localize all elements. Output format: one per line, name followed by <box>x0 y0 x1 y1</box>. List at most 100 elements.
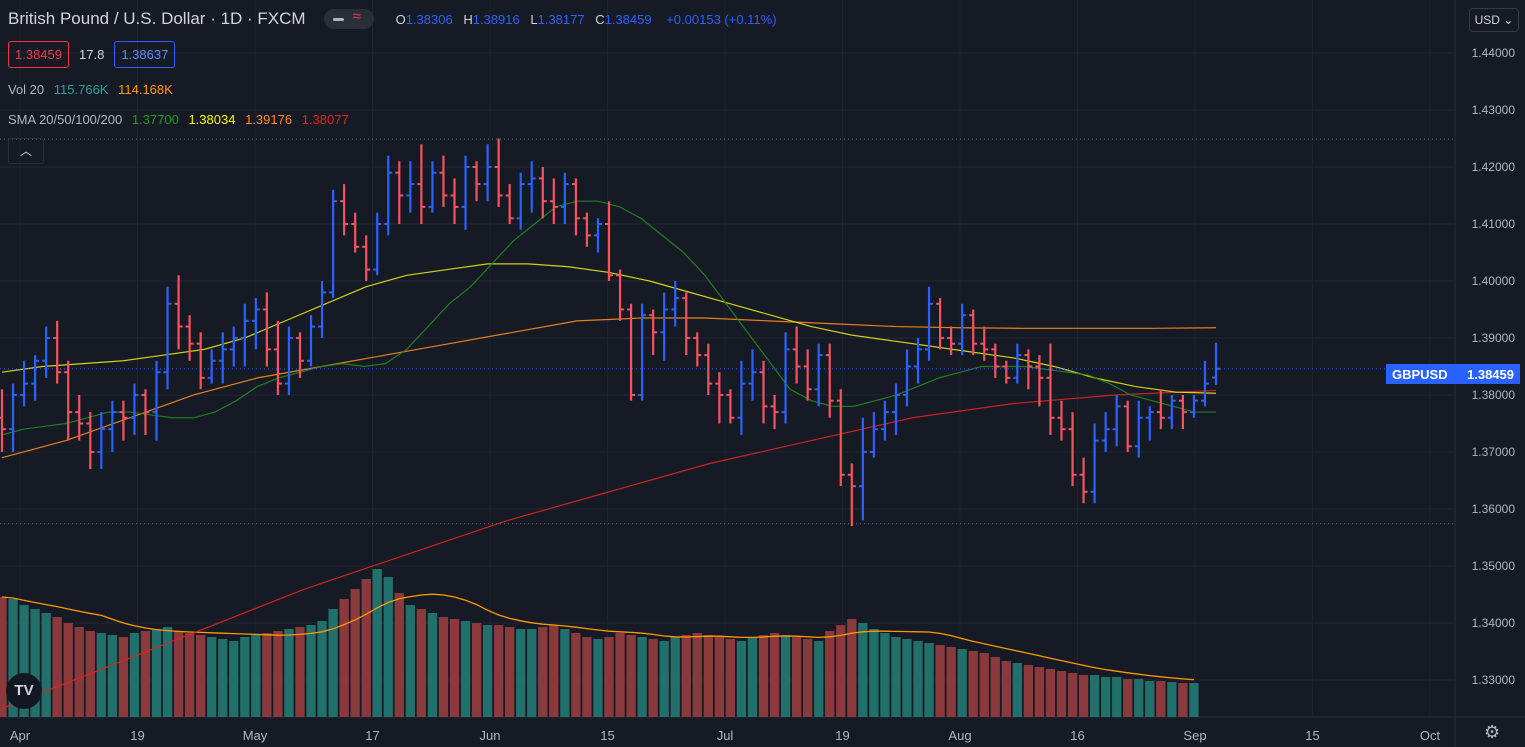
x-tick-label: 19 <box>130 728 144 743</box>
x-tick-label: 19 <box>835 728 849 743</box>
approx-icon: ≈ <box>352 8 361 25</box>
volume-bar <box>41 613 51 717</box>
volume-bar <box>74 627 84 717</box>
volume-bar <box>140 631 151 717</box>
volume-bar <box>1101 677 1111 717</box>
x-tick-label: Jul <box>717 728 734 743</box>
volume-bar <box>184 633 195 717</box>
x-tick-label: Jun <box>480 728 501 743</box>
sma200-value: 1.38077 <box>301 112 349 127</box>
currency-selector[interactable]: USD ⌄ <box>1469 8 1519 32</box>
volume-bar <box>791 637 802 717</box>
volume-bar <box>604 637 614 717</box>
volume-bar <box>63 623 73 717</box>
ohlc-values: O1.38306 H1.38916 L1.38177 C1.38459 +0.0… <box>396 12 777 27</box>
volume-bar <box>692 633 702 717</box>
volume-bar <box>196 635 206 717</box>
volume-bar <box>129 633 140 717</box>
change-value: +0.00153 (+0.11%) <box>666 11 777 27</box>
volume-bar <box>1001 661 1011 717</box>
y-tick-label: 1.35000 <box>1472 559 1516 573</box>
volume-legend[interactable]: Vol 20 115.766K 114.168K <box>8 82 179 97</box>
volume-bar <box>173 631 184 717</box>
sma100-value: 1.39176 <box>245 112 293 127</box>
y-tick-label: 1.43000 <box>1472 103 1516 117</box>
last-price-label: GBPUSD 1.38459 <box>1386 364 1520 384</box>
volume-bar <box>262 633 272 717</box>
y-tick-label: 1.40000 <box>1472 274 1516 288</box>
low-value: 1.38177 <box>537 11 585 27</box>
volume-bar <box>648 639 658 717</box>
volume-bar <box>593 639 603 717</box>
volume-bar <box>924 643 934 717</box>
volume-bar <box>460 621 471 717</box>
sma20-value: 1.37700 <box>131 112 179 127</box>
open-value: 1.38306 <box>405 11 453 27</box>
volume-bar <box>1145 681 1155 717</box>
volume-bar <box>1056 671 1067 717</box>
x-tick-label: Apr <box>10 728 31 743</box>
high-label: H <box>463 11 473 27</box>
volume-bar <box>869 629 879 717</box>
volume-bar <box>251 635 261 717</box>
volume-bar <box>1078 675 1089 717</box>
quote-panel: 1.38459 17.8 1.38637 <box>8 41 176 68</box>
close-value: 1.38459 <box>604 11 652 27</box>
volume-value: 115.766K <box>53 82 109 97</box>
collapse-legend-button[interactable]: ︿ <box>8 138 44 164</box>
volume-bar <box>505 627 515 717</box>
volume-bar <box>1123 679 1133 717</box>
volume-bar <box>372 569 382 717</box>
buy-button[interactable]: 1.38637 <box>114 41 176 68</box>
high-value: 1.38916 <box>472 11 520 27</box>
volume-bar <box>1045 669 1056 717</box>
volume-bar <box>527 629 537 717</box>
tradingview-logo[interactable]: TV <box>6 673 42 709</box>
gear-icon[interactable]: ⚙ <box>1484 722 1501 742</box>
volume-bar <box>615 633 625 717</box>
y-tick-label: 1.41000 <box>1472 217 1516 231</box>
sma50-value: 1.38034 <box>188 112 236 127</box>
x-tick-label: 17 <box>365 728 379 743</box>
volume-bar <box>935 645 945 717</box>
volume-bar <box>637 637 647 717</box>
volume-bar <box>207 637 217 717</box>
volume-bar <box>494 625 504 717</box>
volume-bar <box>416 609 427 717</box>
volume-bar <box>361 579 371 717</box>
volume-bar <box>747 637 758 717</box>
volume-bar <box>394 593 404 717</box>
volume-bar <box>990 657 1000 717</box>
volume-bar <box>107 635 117 717</box>
currency-label: USD <box>1474 13 1500 27</box>
last-price-value: 1.38459 <box>1467 366 1514 382</box>
sma200-line <box>1 389 1217 710</box>
volume-ma-value: 114.168K <box>118 82 173 97</box>
volume-bar <box>0 597 7 717</box>
volume-bar <box>582 637 592 717</box>
x-tick-label: 15 <box>600 728 614 743</box>
indicator-toggle[interactable]: ≈ <box>323 8 374 29</box>
volume-bar <box>1189 683 1199 717</box>
volume-bar <box>659 641 669 717</box>
volume-bar <box>681 635 691 717</box>
volume-bar <box>427 613 438 717</box>
volume-bar <box>383 577 393 717</box>
volume-bar <box>957 649 967 717</box>
symbol-title[interactable]: British Pound / U.S. Dollar · 1D · FXCM <box>8 9 306 28</box>
sma-legend[interactable]: SMA 20/50/100/200 1.37700 1.38034 1.3917… <box>8 112 355 127</box>
x-tick-label: Sep <box>1183 728 1206 743</box>
volume-bar <box>438 617 449 717</box>
open-label: O <box>395 11 406 27</box>
low-label: L <box>530 11 538 27</box>
sell-button[interactable]: 1.38459 <box>8 41 69 68</box>
volume-legend-label: Vol 20 <box>8 82 45 97</box>
chevron-down-icon: ⌄ <box>1503 13 1514 27</box>
volume-bar <box>1156 681 1166 717</box>
volume-ma-line <box>1 593 1194 681</box>
volume-bar <box>284 629 294 717</box>
volume-bar <box>803 639 813 717</box>
volume-bar <box>328 609 338 717</box>
volume-bar <box>1112 677 1122 717</box>
